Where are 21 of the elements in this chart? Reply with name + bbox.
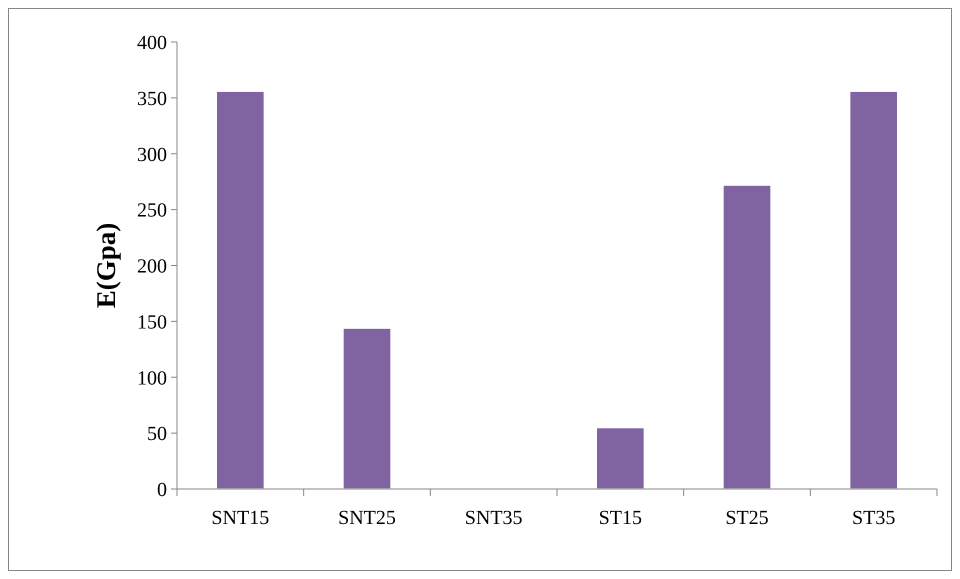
x-tick-label: SNT25 — [338, 507, 396, 529]
y-tick-label: 200 — [137, 256, 167, 278]
y-tick-label: 300 — [137, 144, 167, 166]
bar — [722, 184, 772, 490]
x-tick-label: SNT15 — [211, 507, 270, 529]
y-tick-label: 0 — [157, 479, 167, 501]
x-tick-label: ST25 — [725, 507, 769, 529]
bar — [848, 90, 898, 490]
x-tick-label: ST35 — [852, 507, 896, 529]
bar — [216, 90, 266, 490]
bar — [342, 327, 392, 490]
y-tick-label: 150 — [137, 311, 167, 334]
y-tick-label: 250 — [137, 200, 167, 222]
x-tick-label: ST15 — [598, 507, 642, 529]
y-tick-label: 350 — [137, 88, 167, 110]
bar — [596, 426, 646, 490]
y-tick-label: 100 — [137, 367, 167, 390]
y-tick-label: 400 — [137, 32, 167, 54]
y-tick-label: 50 — [147, 423, 167, 446]
y-axis-title: E(Gpa) — [91, 222, 121, 308]
x-tick-label: SNT35 — [464, 507, 523, 529]
